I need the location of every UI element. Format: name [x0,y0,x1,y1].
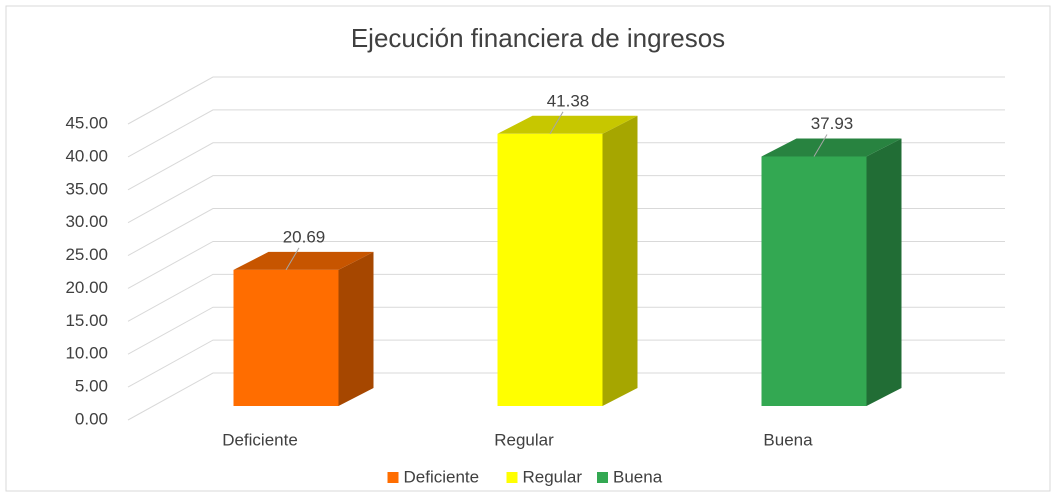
legend-label: Deficiente [404,467,480,486]
y-tick-label: 25.00 [65,245,108,264]
data-label: 37.93 [811,114,854,133]
grid-line [127,109,1005,158]
leader-line [285,247,300,271]
grid-line [127,339,1005,388]
y-tick-label: 45.00 [65,113,108,132]
grid-line [127,372,1005,421]
grid-line [127,142,1005,191]
chart-title: Ejecución financiera de ingresos [351,23,725,53]
grid-line [127,273,1005,322]
x-tick-label: Buena [763,430,813,449]
bar-side [866,138,902,406]
leader-line [549,111,564,135]
y-tick-label: 35.00 [65,179,108,198]
bar-side [602,115,638,406]
legend-swatch [597,472,608,483]
grid-line [127,240,1005,289]
grid-line [127,76,1005,125]
bar [761,156,867,406]
y-tick-label: 0.00 [75,409,108,428]
x-tick-label: Deficiente [222,430,298,449]
data-label: 20.69 [283,227,326,246]
grid-line [127,208,1005,256]
data-label: 41.38 [547,91,590,110]
legend-swatch [387,472,399,483]
legend-label: Regular [523,467,583,486]
grid-line [127,306,1005,355]
y-tick-label: 20.00 [65,278,108,297]
leader-line [813,134,828,157]
bar-side [338,251,374,406]
y-tick-label: 5.00 [75,377,108,396]
bar-top [233,251,374,270]
y-tick-label: 15.00 [65,311,108,330]
legend-swatch [506,472,518,483]
bar [233,269,339,406]
x-tick-label: Regular [494,430,554,449]
y-tick-label: 40.00 [65,146,108,165]
grid-line [127,175,1005,224]
y-tick-label: 30.00 [65,212,108,231]
y-tick-label: 10.00 [65,344,108,363]
bar-top [497,115,638,134]
bar-top [761,138,902,157]
bar [497,133,603,406]
legend-label: Buena [613,467,663,486]
